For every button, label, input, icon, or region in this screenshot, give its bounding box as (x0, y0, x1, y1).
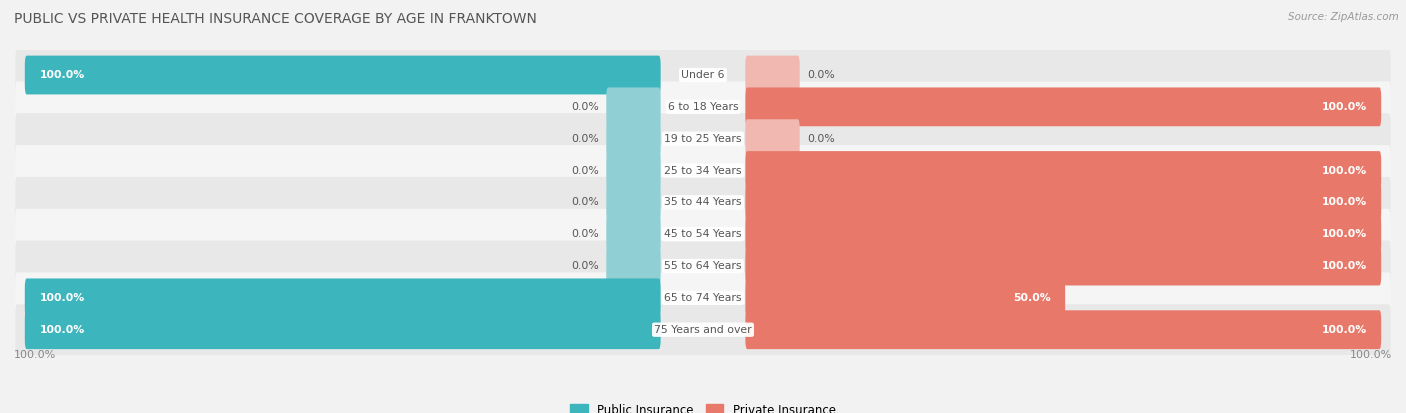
FancyBboxPatch shape (15, 177, 1391, 228)
Text: 75 Years and over: 75 Years and over (654, 325, 752, 335)
FancyBboxPatch shape (606, 119, 661, 158)
FancyBboxPatch shape (745, 183, 1381, 222)
Text: 0.0%: 0.0% (571, 229, 599, 239)
Text: 0.0%: 0.0% (807, 134, 835, 144)
Text: 100.0%: 100.0% (14, 350, 56, 360)
FancyBboxPatch shape (15, 304, 1391, 355)
FancyBboxPatch shape (606, 215, 661, 254)
FancyBboxPatch shape (745, 119, 800, 158)
FancyBboxPatch shape (745, 88, 1381, 126)
FancyBboxPatch shape (15, 113, 1391, 164)
Text: 25 to 34 Years: 25 to 34 Years (664, 166, 742, 176)
Text: 45 to 54 Years: 45 to 54 Years (664, 229, 742, 239)
Text: 100.0%: 100.0% (1322, 229, 1367, 239)
FancyBboxPatch shape (15, 209, 1391, 260)
Text: 100.0%: 100.0% (1322, 166, 1367, 176)
FancyBboxPatch shape (15, 81, 1391, 132)
Text: 55 to 64 Years: 55 to 64 Years (664, 261, 742, 271)
Text: 0.0%: 0.0% (571, 102, 599, 112)
Text: 0.0%: 0.0% (571, 197, 599, 207)
Text: Source: ZipAtlas.com: Source: ZipAtlas.com (1288, 12, 1399, 22)
Text: 100.0%: 100.0% (1322, 102, 1367, 112)
Text: 65 to 74 Years: 65 to 74 Years (664, 293, 742, 303)
FancyBboxPatch shape (25, 310, 661, 349)
Text: 50.0%: 50.0% (1012, 293, 1050, 303)
FancyBboxPatch shape (745, 247, 1381, 285)
Text: 100.0%: 100.0% (1322, 197, 1367, 207)
Legend: Public Insurance, Private Insurance: Public Insurance, Private Insurance (571, 404, 835, 413)
FancyBboxPatch shape (606, 183, 661, 222)
Text: PUBLIC VS PRIVATE HEALTH INSURANCE COVERAGE BY AGE IN FRANKTOWN: PUBLIC VS PRIVATE HEALTH INSURANCE COVER… (14, 12, 537, 26)
FancyBboxPatch shape (745, 310, 1381, 349)
FancyBboxPatch shape (15, 50, 1391, 100)
Text: 100.0%: 100.0% (39, 293, 84, 303)
Text: 19 to 25 Years: 19 to 25 Years (664, 134, 742, 144)
FancyBboxPatch shape (606, 88, 661, 126)
Text: 0.0%: 0.0% (571, 261, 599, 271)
FancyBboxPatch shape (745, 56, 800, 95)
FancyBboxPatch shape (25, 56, 661, 95)
Text: Under 6: Under 6 (682, 70, 724, 80)
Text: 0.0%: 0.0% (571, 134, 599, 144)
FancyBboxPatch shape (606, 247, 661, 285)
FancyBboxPatch shape (25, 278, 661, 317)
Text: 100.0%: 100.0% (1322, 261, 1367, 271)
Text: 100.0%: 100.0% (39, 70, 84, 80)
Text: 0.0%: 0.0% (571, 166, 599, 176)
Text: 6 to 18 Years: 6 to 18 Years (668, 102, 738, 112)
FancyBboxPatch shape (15, 145, 1391, 196)
Text: 35 to 44 Years: 35 to 44 Years (664, 197, 742, 207)
Text: 100.0%: 100.0% (39, 325, 84, 335)
FancyBboxPatch shape (606, 151, 661, 190)
FancyBboxPatch shape (745, 215, 1381, 254)
Text: 100.0%: 100.0% (1322, 325, 1367, 335)
FancyBboxPatch shape (745, 151, 1381, 190)
FancyBboxPatch shape (15, 273, 1391, 323)
FancyBboxPatch shape (745, 278, 1066, 317)
Text: 0.0%: 0.0% (807, 70, 835, 80)
FancyBboxPatch shape (15, 240, 1391, 292)
Text: 100.0%: 100.0% (1350, 350, 1392, 360)
